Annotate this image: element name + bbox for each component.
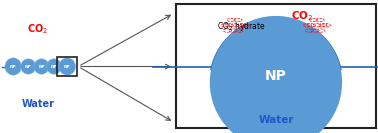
Ellipse shape [21,59,36,74]
Text: NP: NP [38,65,45,68]
Text: NP: NP [51,65,57,68]
Ellipse shape [34,59,49,74]
Bar [57,57,77,76]
Ellipse shape [59,58,76,75]
Text: CO$_2$: CO$_2$ [27,22,48,36]
Ellipse shape [210,16,342,133]
Text: NP: NP [64,65,71,68]
Text: NP: NP [10,65,17,68]
Ellipse shape [46,59,62,74]
Text: Water: Water [21,99,54,109]
Text: CO$_2$ hydrate: CO$_2$ hydrate [217,20,266,33]
Text: NP: NP [25,65,32,68]
Text: Water: Water [258,115,294,125]
Ellipse shape [5,58,22,75]
Bar [176,4,376,128]
Text: NP: NP [265,69,287,83]
Text: CO$_2$: CO$_2$ [291,9,314,23]
